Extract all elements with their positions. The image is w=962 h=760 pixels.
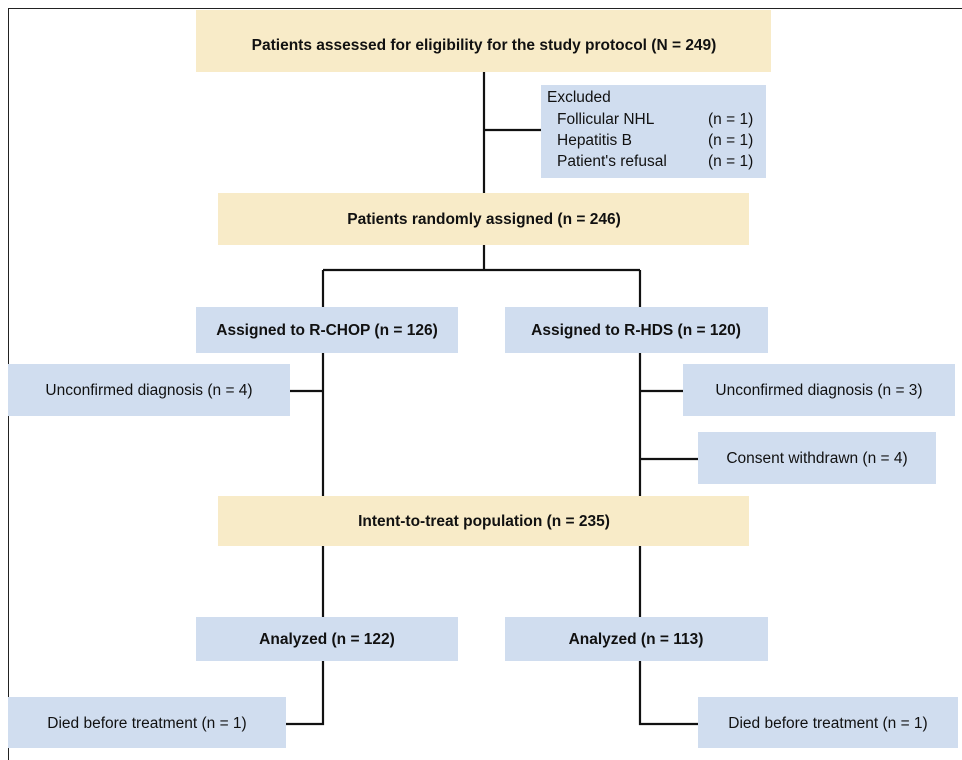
box <box>218 193 749 245</box>
box <box>8 364 290 416</box>
node-label: Analyzed (n = 113) <box>569 631 704 648</box>
box <box>505 307 768 353</box>
node-label: Died before treatment (n = 1) <box>47 715 246 732</box>
exclusion-count: (n = 1) <box>708 132 753 149</box>
box <box>218 496 749 546</box>
exclusion-reason: Hepatitis B <box>557 132 632 149</box>
node-label: Intent-to-treat population (n = 235) <box>358 513 610 530</box>
box <box>698 432 936 484</box>
box <box>541 85 766 178</box>
box <box>196 10 771 72</box>
box <box>683 364 955 416</box>
node-label: Analyzed (n = 122) <box>259 631 395 648</box>
box <box>698 697 958 748</box>
node-label: Excluded <box>547 89 611 106</box>
exclusion-reason: Follicular NHL <box>557 111 655 128</box>
node-label: Assigned to R-CHOP (n = 126) <box>216 322 438 339</box>
node-label: Consent withdrawn (n = 4) <box>726 450 907 467</box>
exclusion-count: (n = 1) <box>708 153 753 170</box>
connectors <box>286 72 698 726</box>
node-label: Patients randomly assigned (n = 246) <box>347 211 621 228</box>
node-label: Died before treatment (n = 1) <box>728 715 927 732</box>
node-label: Unconfirmed diagnosis (n = 4) <box>45 382 252 399</box>
box <box>196 617 458 661</box>
node-label: Assigned to R-HDS (n = 120) <box>531 322 741 339</box>
box <box>196 307 458 353</box>
exclusion-count: (n = 1) <box>708 111 753 128</box>
node-label: Unconfirmed diagnosis (n = 3) <box>715 382 922 399</box>
exclusion-reason: Patient's refusal <box>557 153 667 170</box>
box <box>8 697 286 748</box>
node-label: Patients assessed for eligibility for th… <box>252 37 717 54</box>
box <box>505 617 768 661</box>
